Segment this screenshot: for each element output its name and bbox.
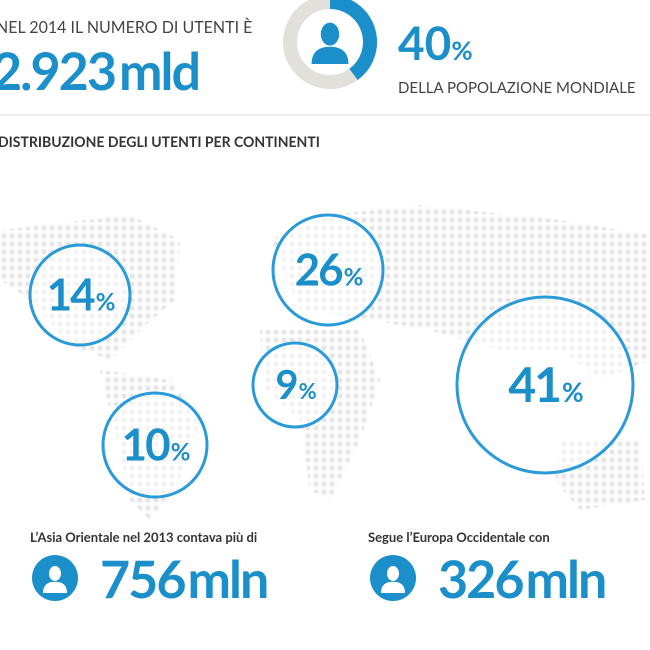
section-title: DISTRIBUZIONE DEGLI UTENTI PER CONTINENT… <box>0 133 320 150</box>
bubble-label: 26% <box>295 243 363 295</box>
donut <box>283 0 377 89</box>
fact-text: L’Asia Orientale nel 2013 contava più di <box>30 529 257 545</box>
share-label: 40% <box>398 15 473 70</box>
fact-text: Segue l’Europa Occidentale con <box>368 529 550 545</box>
fact-number: 756mln <box>100 548 267 610</box>
person-icon <box>311 22 349 64</box>
bubble <box>28 243 132 347</box>
bubble-label: 9% <box>275 360 316 408</box>
intro: NEL 2014 IL NUMERO DI UTENTI È <box>0 18 252 37</box>
users-total: 2.923mld <box>0 40 199 102</box>
bubble <box>251 341 339 429</box>
fact-number: 326mln <box>438 548 605 610</box>
bubble <box>101 391 209 499</box>
bubble-label: 41% <box>508 356 583 413</box>
share-caption: DELLA POPOLAZIONE MONDIALE <box>398 79 636 97</box>
bubble-label: 10% <box>122 418 190 470</box>
donut-arc <box>329 0 377 81</box>
bubble <box>271 213 385 327</box>
bubbles: 14% 26% 9% 41% 10% <box>28 213 635 499</box>
bubble <box>455 295 635 475</box>
facts: L’Asia Orientale nel 2013 contava più di… <box>30 529 607 610</box>
bubble-label: 14% <box>47 268 115 320</box>
